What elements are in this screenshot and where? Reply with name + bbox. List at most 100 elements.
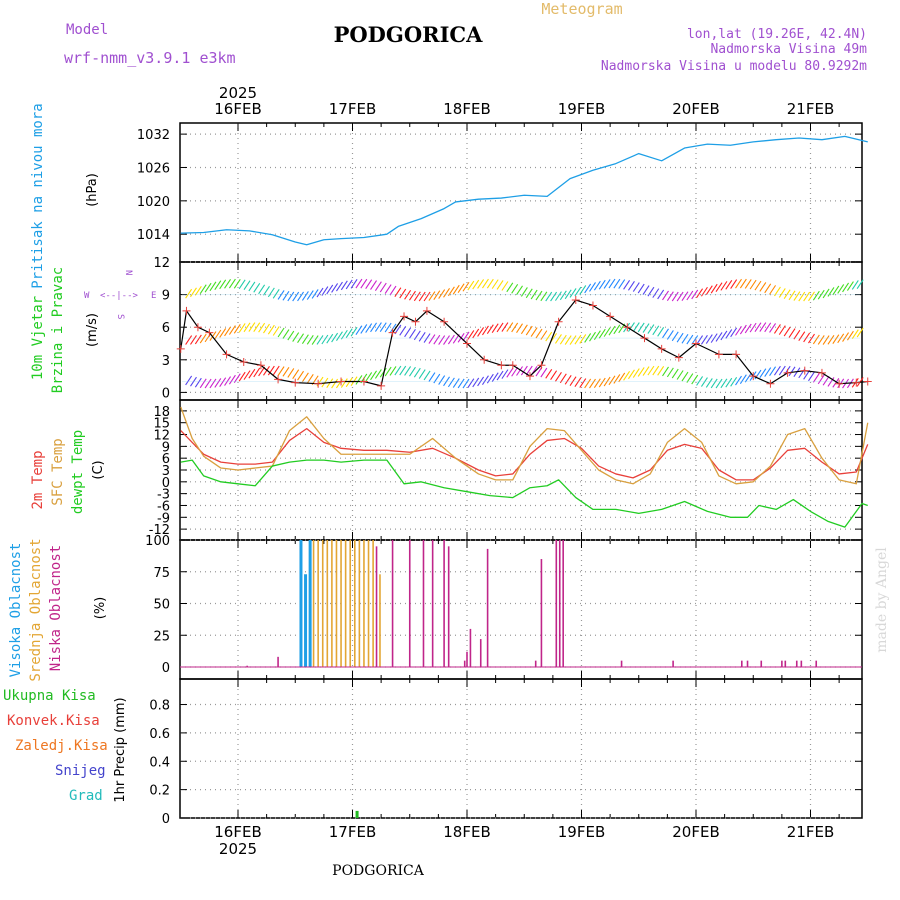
wind-barb (715, 332, 723, 342)
wind-barb (632, 282, 640, 292)
wind-barb (744, 323, 752, 334)
wind-barb (418, 369, 426, 379)
wind-barb (739, 374, 747, 384)
wind-gust-marker (766, 379, 775, 388)
wind-barb (481, 278, 489, 289)
wind-barb (248, 281, 256, 292)
y-tick-label: 0 (162, 812, 170, 827)
wind-barb (185, 288, 193, 299)
wind-barb (623, 279, 631, 290)
wind-barb (574, 334, 582, 345)
y-tick-label: -3 (157, 488, 170, 503)
wind-barb (812, 334, 820, 345)
wind-barb (438, 289, 446, 299)
pressure-unit: (hPa) (85, 173, 100, 207)
wind-gust-marker (239, 357, 248, 366)
wind-barb (248, 322, 256, 332)
wind-barb (301, 291, 309, 301)
wind-barb (700, 377, 708, 387)
wind-barb (496, 370, 504, 381)
wind-barb (204, 282, 212, 293)
wind-barb (365, 323, 373, 333)
wind-barb (657, 365, 665, 376)
wind-barb (749, 279, 757, 290)
wind-barb (579, 334, 587, 344)
wind-barb (345, 279, 353, 290)
wind-barb (603, 279, 611, 289)
wind-barb (219, 377, 227, 387)
y-tick-label: 0 (162, 476, 170, 491)
wind-barb (272, 365, 280, 376)
compass-rose: W E N S <--|--> (84, 270, 156, 319)
y-tick-label: 0 (162, 386, 170, 401)
wind-barb (443, 335, 450, 345)
y-tick-label: -9 (157, 511, 170, 526)
wind-barb (856, 279, 864, 289)
wind-barb (822, 288, 830, 299)
wind-barb (263, 323, 270, 334)
wind-gust-marker (193, 323, 202, 332)
wind-barb (506, 282, 514, 293)
wind-barb (409, 366, 416, 377)
wind-barb (662, 290, 669, 301)
wind-barb (769, 366, 777, 377)
wind-gust-marker (525, 372, 534, 381)
wind-barb (306, 334, 314, 345)
wind-barb (798, 331, 806, 341)
wind-gust-marker (377, 381, 386, 390)
wind-gust-marker (205, 328, 214, 337)
wind-barb (662, 328, 669, 339)
wind-gust-marker (274, 375, 283, 384)
wind-barb (253, 322, 261, 332)
wind-barb (793, 329, 801, 340)
wind-barb (642, 323, 650, 333)
wind-barb (584, 378, 592, 389)
temp-unit: (C) (91, 460, 106, 479)
wind-barb (340, 378, 348, 388)
wind-barb (642, 366, 650, 376)
wind-barb (394, 287, 402, 297)
wind-gust-marker (817, 368, 826, 377)
wind-barb (788, 366, 796, 377)
wind-gust-marker (571, 296, 580, 305)
wind-barb (545, 368, 553, 379)
wind-barb (233, 278, 241, 289)
wind-barb (554, 334, 562, 344)
wind-gust-marker (554, 317, 563, 326)
wind-barb (214, 378, 222, 388)
wind-barb (759, 322, 767, 332)
wind-barb (535, 328, 543, 339)
wind-barb (472, 279, 480, 290)
wind-barb (224, 278, 232, 289)
wind-barb (773, 324, 781, 334)
wind-barb (355, 325, 363, 336)
wind-barb (837, 284, 845, 294)
wind-barb (730, 327, 738, 338)
wind-barb (467, 378, 475, 388)
wind-barb (598, 377, 606, 388)
y-tick-label: 12 (153, 429, 170, 444)
wind-barb (292, 369, 300, 380)
wind-barb (598, 328, 606, 339)
wind-barb (803, 291, 811, 302)
wind-barb (759, 368, 767, 379)
elevation-text: Nadmorska Visina 49m (710, 42, 867, 57)
wind-barb (423, 291, 431, 302)
wind-barb (559, 334, 567, 345)
wind-barb (370, 370, 377, 381)
wind-barb (666, 291, 674, 301)
station-title: PODGORICA (334, 22, 484, 47)
wind-barb (652, 288, 660, 298)
wind-barb (477, 327, 485, 337)
wind-gust-marker (749, 372, 758, 381)
wind-barb (657, 326, 665, 337)
wind-barb (258, 284, 266, 295)
wind-gust-marker (714, 350, 723, 359)
wind-barb (282, 329, 290, 339)
product-name: Meteogram (541, 0, 622, 18)
wind-barb (326, 284, 334, 295)
wind-barb (851, 280, 859, 290)
wind-barb (243, 370, 251, 380)
y-tick-label: 15 (153, 417, 170, 432)
wind-barb (267, 324, 275, 335)
